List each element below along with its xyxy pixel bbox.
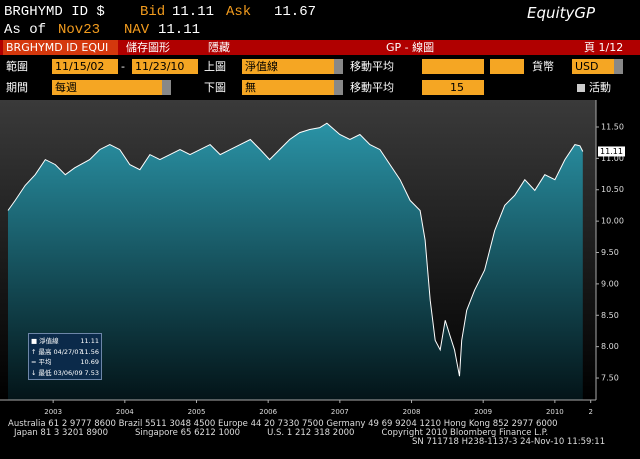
legend-name: 最低 [38, 368, 52, 377]
y-tick-label: 9.50 [601, 248, 619, 257]
line [7, 122, 584, 377]
y-tick-label: 9.00 [601, 279, 619, 288]
currency-label: 貨幣 [532, 60, 554, 73]
dropdown[interactable] [162, 80, 171, 95]
y-tick-label: 10.00 [601, 217, 624, 226]
area [8, 123, 583, 400]
toolbar [0, 40, 640, 55]
dropdown[interactable] [614, 59, 623, 74]
legend-icon: ↓ [31, 368, 37, 377]
lower-field[interactable]: 無 [242, 80, 334, 95]
ask: 11.67 [274, 4, 317, 20]
security-field[interactable]: BRGHYMD ID EQUI [3, 40, 118, 55]
legend-name: 最高 [38, 347, 52, 356]
end-field[interactable]: 11/23/10 [132, 59, 198, 74]
as-of-label: As of [4, 22, 47, 38]
legend-value: 10.69 [80, 358, 99, 366]
legend-icon: ■ [31, 337, 38, 345]
as-of: Nov23 [58, 22, 101, 38]
ma-field[interactable] [422, 59, 484, 74]
ma2-field[interactable]: 15 [422, 80, 484, 95]
legend-date: 03/06/09 [53, 368, 83, 377]
legend-row: ■ 淨值線 11.11 [31, 336, 99, 346]
upper-field[interactable]: 淨值線 [242, 59, 334, 74]
x-tick-label: 2007 [331, 408, 349, 416]
legend-row: = 平均 10.69 [31, 357, 99, 367]
x-tick-label: 2005 [188, 408, 206, 416]
nav-label: NAV [124, 22, 150, 38]
legend-value: 11.11 [80, 337, 99, 345]
bid-label: Bid [140, 4, 166, 20]
y-tick-label: 11.00 [601, 154, 624, 163]
ask-label: Ask [226, 4, 252, 20]
lower-label: 下圖 [204, 81, 226, 94]
period-label: 期間 [6, 81, 28, 94]
current-label: 11.11 [600, 147, 623, 156]
x-tick-label: 2003 [44, 408, 62, 416]
toolbar-title: GP - 線圖 [386, 41, 435, 54]
ma-field[interactable] [490, 59, 524, 74]
legend-date: 04/27/07 [53, 347, 83, 356]
bid: 11.11 [172, 4, 215, 20]
y-tick-label: 7.50 [601, 374, 619, 383]
checkbox[interactable] [577, 84, 585, 92]
page-indicator: 頁 1/12 [584, 41, 624, 54]
x-tick-label: 2010 [546, 408, 564, 416]
range-label: 範圍 [6, 60, 28, 73]
ma2-label: 移動平均 [350, 81, 394, 94]
legend-row: ↑ 最高 04/27/07 11.56 [31, 347, 99, 357]
legend-name: 平均 [38, 358, 52, 366]
y-tick-label: 8.00 [601, 342, 619, 351]
dropdown[interactable] [334, 59, 343, 74]
ma-label: 移動平均 [350, 60, 394, 73]
save-button[interactable]: 儲存圖形 [126, 41, 170, 54]
x-tick-label: 2008 [403, 408, 421, 416]
x-tick-label: 2009 [474, 408, 492, 416]
x-tick-label: 2004 [116, 408, 134, 416]
nav: 11.11 [158, 22, 201, 38]
range-dash: - [121, 60, 125, 73]
legend: ■ 淨值線 11.11 ↑ 最高 04/27/07 11.56 = 平均 10.69 ↓ 最低 03/0… [28, 333, 102, 380]
footer-line: Australia 61 2 9777 8600 Brazil 5511 304… [8, 419, 558, 429]
ticker: BRGHYMD ID $ [4, 4, 105, 20]
legend-value: 7.53 [84, 368, 99, 377]
legend-icon: ↑ [31, 347, 37, 356]
hide-button[interactable]: 隱藏 [208, 41, 230, 54]
legend-icon: = [31, 358, 37, 366]
activity-label: 活動 [589, 81, 611, 94]
footer-line: Japan 81 3 3201 8900 Singapore 65 6212 1… [14, 428, 549, 438]
current-marker [598, 146, 625, 157]
dropdown[interactable] [334, 80, 343, 95]
y-tick-label: 8.50 [601, 311, 619, 320]
period-field[interactable]: 每週 [52, 80, 162, 95]
legend-name: 淨值線 [39, 337, 59, 345]
x-tick-label: 2 [588, 408, 592, 416]
start-field[interactable]: 11/15/02 [52, 59, 118, 74]
footer-line: SN 711718 H238-1137-3 24-Nov-10 11:59:11 [412, 437, 606, 447]
y-tick-label: 10.50 [601, 185, 624, 194]
currency-field[interactable]: USD [572, 59, 614, 74]
legend-row: ↓ 最低 03/06/09 7.53 [31, 368, 99, 378]
x-tick-label: 2006 [259, 408, 277, 416]
brand: EquityGP [527, 4, 596, 22]
upper-label: 上圖 [204, 60, 226, 73]
legend-value: 11.56 [80, 347, 99, 356]
y-tick-label: 11.50 [601, 122, 624, 131]
